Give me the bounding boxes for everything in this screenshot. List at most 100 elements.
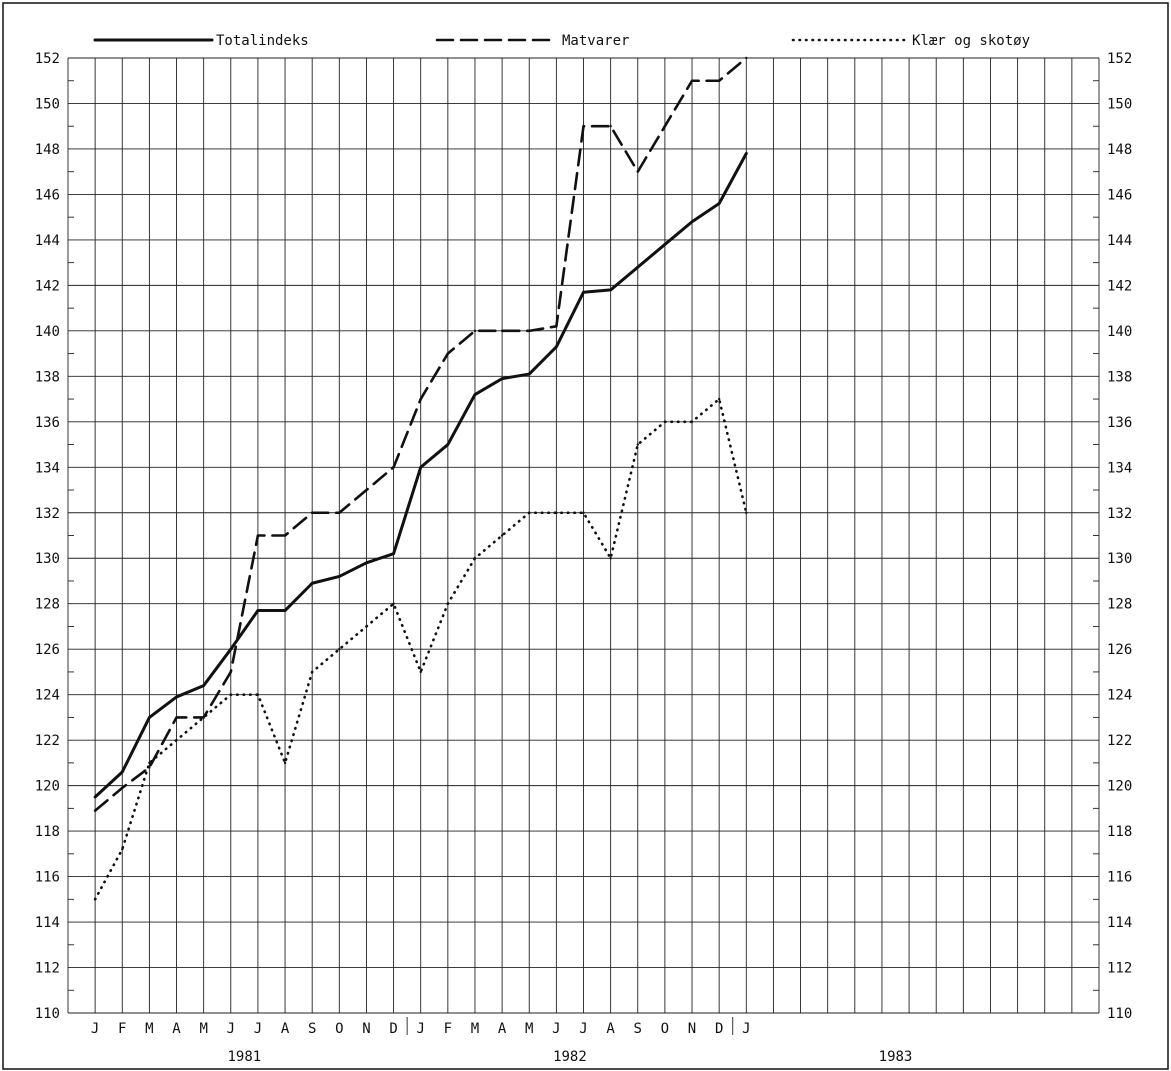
x-tick-label-month: N bbox=[362, 1021, 370, 1037]
data-point-matvarer bbox=[582, 125, 585, 128]
y-tick-label-right: 112 bbox=[1107, 961, 1132, 977]
data-point-totalindeks bbox=[555, 345, 558, 348]
data-point-matvarer bbox=[745, 56, 748, 60]
x-tick-label-month: O bbox=[661, 1021, 669, 1037]
x-tick-label-month: J bbox=[552, 1021, 560, 1037]
y-tick-label-right: 150 bbox=[1107, 96, 1132, 112]
x-tick-label-month: J bbox=[416, 1021, 424, 1037]
y-tick-label-right: 152 bbox=[1107, 51, 1132, 67]
y-tick-label-right: 122 bbox=[1107, 733, 1132, 749]
data-point-matvarer bbox=[609, 125, 612, 128]
data-point-totalindeks bbox=[419, 466, 422, 469]
x-tick-label-month: M bbox=[145, 1021, 153, 1037]
data-point-matvarer bbox=[717, 79, 721, 82]
x-tick-label-month: O bbox=[335, 1021, 343, 1037]
x-tick-label-month: J bbox=[227, 1021, 235, 1037]
data-point-matvarer bbox=[93, 809, 97, 812]
series-lines bbox=[93, 56, 748, 901]
y-tick-label-left: 138 bbox=[35, 369, 60, 385]
x-tick-label-month: M bbox=[525, 1021, 533, 1037]
data-point-matvarer bbox=[419, 397, 422, 401]
data-point-matvarer bbox=[365, 488, 368, 492]
y-tick-label-right: 138 bbox=[1107, 369, 1132, 385]
y-tick-label-right: 146 bbox=[1107, 187, 1132, 203]
grid bbox=[67, 57, 1100, 1014]
y-tick-label-left: 120 bbox=[35, 779, 60, 795]
data-point-kl-r-og-skot-y bbox=[419, 670, 422, 674]
data-point-totalindeks bbox=[338, 575, 341, 578]
data-point-kl-r-og-skot-y bbox=[148, 761, 151, 765]
data-point-totalindeks bbox=[365, 561, 368, 564]
x-tick-label-month: S bbox=[634, 1021, 642, 1037]
x-tick-label-month: F bbox=[118, 1021, 126, 1037]
data-point-kl-r-og-skot-y bbox=[500, 534, 504, 537]
data-point-totalindeks bbox=[582, 291, 585, 294]
data-point-kl-r-og-skot-y bbox=[473, 557, 477, 560]
data-point-matvarer bbox=[256, 534, 260, 537]
y-tick-label-left: 126 bbox=[35, 642, 60, 658]
y-tick-label-left: 112 bbox=[35, 961, 60, 977]
y-tick-label-left: 116 bbox=[35, 870, 60, 886]
data-point-kl-r-og-skot-y bbox=[745, 511, 748, 514]
x-tick-label-month: F bbox=[444, 1021, 452, 1037]
data-point-kl-r-og-skot-y bbox=[555, 511, 558, 514]
data-point-kl-r-og-skot-y bbox=[690, 420, 694, 424]
data-point-kl-r-og-skot-y bbox=[283, 761, 287, 765]
y-tick-label-left: 152 bbox=[35, 51, 60, 67]
x-tick-label-month: A bbox=[281, 1021, 290, 1037]
x-year-label: 1982 bbox=[553, 1049, 587, 1065]
y-tick-label-left: 132 bbox=[35, 506, 60, 522]
y-tick-label-left: 118 bbox=[35, 824, 60, 840]
data-point-kl-r-og-skot-y bbox=[256, 693, 260, 696]
legend-label: Totalindeks bbox=[216, 33, 309, 49]
data-point-kl-r-og-skot-y bbox=[636, 443, 639, 446]
data-point-matvarer bbox=[310, 511, 314, 514]
data-point-kl-r-og-skot-y bbox=[175, 738, 178, 742]
y-tick-label-left: 136 bbox=[35, 415, 60, 431]
data-point-totalindeks bbox=[229, 647, 232, 651]
data-point-matvarer bbox=[473, 329, 477, 333]
y-tick-label-left: 150 bbox=[35, 96, 60, 112]
y-tick-label-right: 144 bbox=[1107, 233, 1132, 249]
y-tick-label-right: 142 bbox=[1107, 278, 1132, 294]
data-point-totalindeks bbox=[283, 609, 287, 612]
x-year-label: 1981 bbox=[227, 1049, 261, 1065]
data-point-totalindeks bbox=[609, 288, 612, 292]
x-tick-label-month: M bbox=[199, 1021, 207, 1037]
data-point-totalindeks bbox=[745, 152, 748, 155]
x-tick-label-month: D bbox=[389, 1021, 397, 1037]
data-point-matvarer bbox=[392, 466, 395, 469]
data-point-kl-r-og-skot-y bbox=[338, 647, 341, 651]
data-point-kl-r-og-skot-y bbox=[121, 848, 124, 851]
x-tick-label-month: J bbox=[91, 1021, 99, 1037]
x-year-label: 1983 bbox=[879, 1049, 913, 1065]
data-point-kl-r-og-skot-y bbox=[609, 557, 612, 560]
data-point-totalindeks bbox=[175, 695, 178, 699]
y-tick-label-right: 110 bbox=[1107, 1006, 1132, 1022]
data-point-totalindeks bbox=[717, 202, 721, 205]
x-tick-label-month: A bbox=[498, 1021, 507, 1037]
data-point-kl-r-og-skot-y bbox=[202, 716, 205, 719]
y-tick-label-right: 116 bbox=[1107, 870, 1132, 886]
data-point-kl-r-og-skot-y bbox=[93, 898, 97, 901]
y-tick-label-left: 140 bbox=[35, 324, 60, 340]
y-tick-label-left: 122 bbox=[35, 733, 60, 749]
x-tick-label-month: A bbox=[172, 1021, 181, 1037]
data-point-totalindeks bbox=[256, 609, 260, 612]
data-point-matvarer bbox=[338, 511, 341, 514]
y-tick-label-right: 132 bbox=[1107, 506, 1132, 522]
y-tick-label-left: 130 bbox=[35, 551, 60, 567]
legend-label: Klær og skotøy bbox=[912, 33, 1030, 49]
data-point-totalindeks bbox=[310, 582, 314, 585]
data-point-totalindeks bbox=[690, 220, 694, 223]
x-tick-label-month: M bbox=[471, 1021, 479, 1037]
x-tick-label-month: J bbox=[254, 1021, 262, 1037]
y-tick-label-right: 148 bbox=[1107, 142, 1132, 158]
x-tick-label-month: S bbox=[308, 1021, 316, 1037]
y-tick-label-left: 134 bbox=[35, 460, 60, 476]
data-point-matvarer bbox=[636, 170, 639, 173]
y-tick-label-left: 110 bbox=[35, 1006, 60, 1022]
y-tick-label-right: 126 bbox=[1107, 642, 1132, 658]
x-tick-label-month: N bbox=[688, 1021, 696, 1037]
